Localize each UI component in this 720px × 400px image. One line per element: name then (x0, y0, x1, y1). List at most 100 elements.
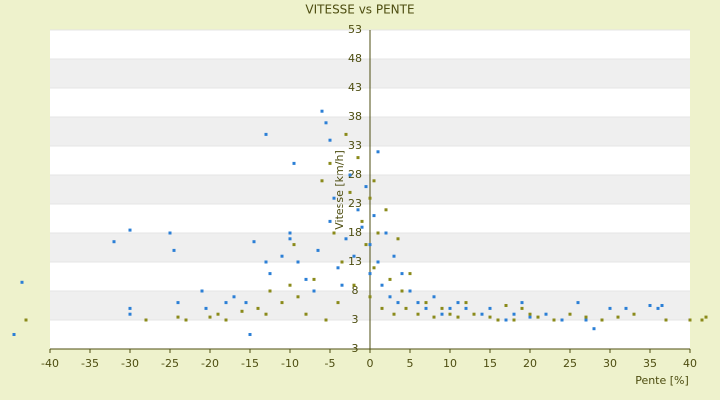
point (416, 312, 420, 316)
point (168, 231, 172, 235)
point (504, 318, 508, 322)
x-tick-label: -35 (81, 357, 99, 370)
x-tick-label: -10 (281, 357, 299, 370)
y-tick-label: 3 (352, 313, 359, 326)
point (252, 240, 256, 244)
point (364, 243, 368, 247)
point (372, 179, 376, 183)
point (268, 289, 272, 293)
point (600, 318, 604, 322)
point (512, 318, 516, 322)
point (528, 312, 532, 316)
point (472, 312, 476, 316)
point (456, 315, 460, 319)
point (396, 301, 400, 305)
point (280, 301, 284, 305)
point (296, 260, 300, 264)
point (424, 301, 428, 305)
point (552, 318, 556, 322)
point (368, 196, 372, 200)
y-tick-label: 53 (348, 23, 362, 36)
point (700, 318, 704, 322)
point (384, 208, 388, 212)
point (584, 315, 588, 319)
point (200, 289, 204, 293)
point (688, 318, 692, 322)
point (328, 138, 332, 142)
point (264, 312, 268, 316)
point (240, 309, 244, 313)
point (320, 109, 324, 113)
x-tick-label: 0 (367, 357, 374, 370)
point (304, 277, 308, 281)
point (528, 315, 532, 319)
point (184, 318, 188, 322)
point (352, 283, 356, 287)
point (648, 304, 652, 307)
point (448, 306, 452, 310)
y-tick-label: 28 (348, 168, 362, 181)
point (324, 318, 328, 322)
point (264, 132, 268, 136)
point (24, 318, 28, 322)
point (396, 237, 400, 241)
x-tick-label: 30 (603, 357, 617, 370)
point (416, 301, 420, 305)
point (172, 248, 176, 252)
x-tick-label: 25 (563, 357, 577, 370)
point (448, 312, 452, 316)
point (660, 304, 664, 307)
point (356, 208, 360, 212)
point (656, 306, 660, 310)
point (376, 150, 380, 154)
y-axis-title: Vitesse [km/h] (333, 150, 346, 230)
point (280, 254, 284, 258)
point (328, 161, 332, 165)
point (288, 283, 292, 287)
point (536, 315, 540, 319)
point (216, 312, 220, 316)
y-tick-label: 43 (348, 81, 362, 94)
x-tick-label: -40 (41, 357, 59, 370)
point (348, 190, 352, 194)
point (332, 231, 336, 235)
point (480, 312, 484, 316)
point (400, 272, 404, 276)
point (608, 306, 612, 310)
point (464, 301, 468, 305)
point (440, 312, 444, 316)
x-tick-label: 5 (407, 357, 414, 370)
point (256, 306, 260, 310)
x-tick-label: 20 (523, 357, 537, 370)
y-tick-label: 8 (352, 284, 359, 297)
point (332, 196, 336, 200)
x-tick-label: -25 (161, 357, 179, 370)
point (424, 306, 428, 310)
point (392, 312, 396, 316)
point (584, 318, 588, 322)
point (288, 231, 292, 235)
point (264, 260, 268, 264)
point (268, 272, 272, 276)
x-tick-label: 15 (483, 357, 497, 370)
point (248, 333, 252, 336)
point (312, 289, 316, 293)
point (112, 240, 116, 244)
point (340, 260, 344, 264)
point (376, 231, 380, 235)
point (496, 318, 500, 322)
point (432, 315, 436, 319)
point (144, 318, 148, 322)
point (408, 289, 412, 293)
point (372, 266, 376, 270)
x-tick-label: 35 (643, 357, 657, 370)
point (376, 260, 380, 264)
point (456, 301, 460, 305)
x-tick-label: -20 (201, 357, 219, 370)
y-tick-label: 38 (348, 110, 362, 123)
point (324, 121, 328, 125)
point (128, 228, 132, 232)
point (356, 156, 360, 160)
point (704, 315, 708, 319)
